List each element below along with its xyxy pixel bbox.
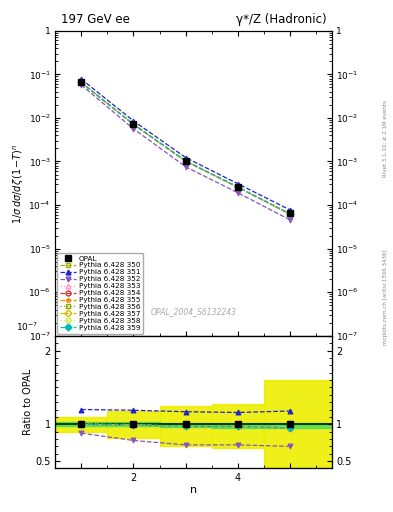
Legend: OPAL, Pythia 6.428 350, Pythia 6.428 351, Pythia 6.428 352, Pythia 6.428 353, Py: OPAL, Pythia 6.428 350, Pythia 6.428 351… [57,252,143,334]
Text: Rivet 3.1.10; ≥ 2.1M events: Rivet 3.1.10; ≥ 2.1M events [383,100,388,177]
Text: γ*/Z (Hadronic): γ*/Z (Hadronic) [236,13,327,26]
X-axis label: n: n [190,485,197,496]
Text: 197 GeV ee: 197 GeV ee [61,13,129,26]
Y-axis label: $1/\sigma\,d\sigma/d\zeta\,(1\!-\!T)^n$: $1/\sigma\,d\sigma/d\zeta\,(1\!-\!T)^n$ [11,143,26,224]
Text: $10^{-7}$: $10^{-7}$ [16,321,39,333]
Text: OPAL_2004_S6132243: OPAL_2004_S6132243 [151,307,237,316]
Y-axis label: Ratio to OPAL: Ratio to OPAL [23,369,33,435]
Text: mcplots.cern.ch [arXiv:1306.3436]: mcplots.cern.ch [arXiv:1306.3436] [383,249,388,345]
